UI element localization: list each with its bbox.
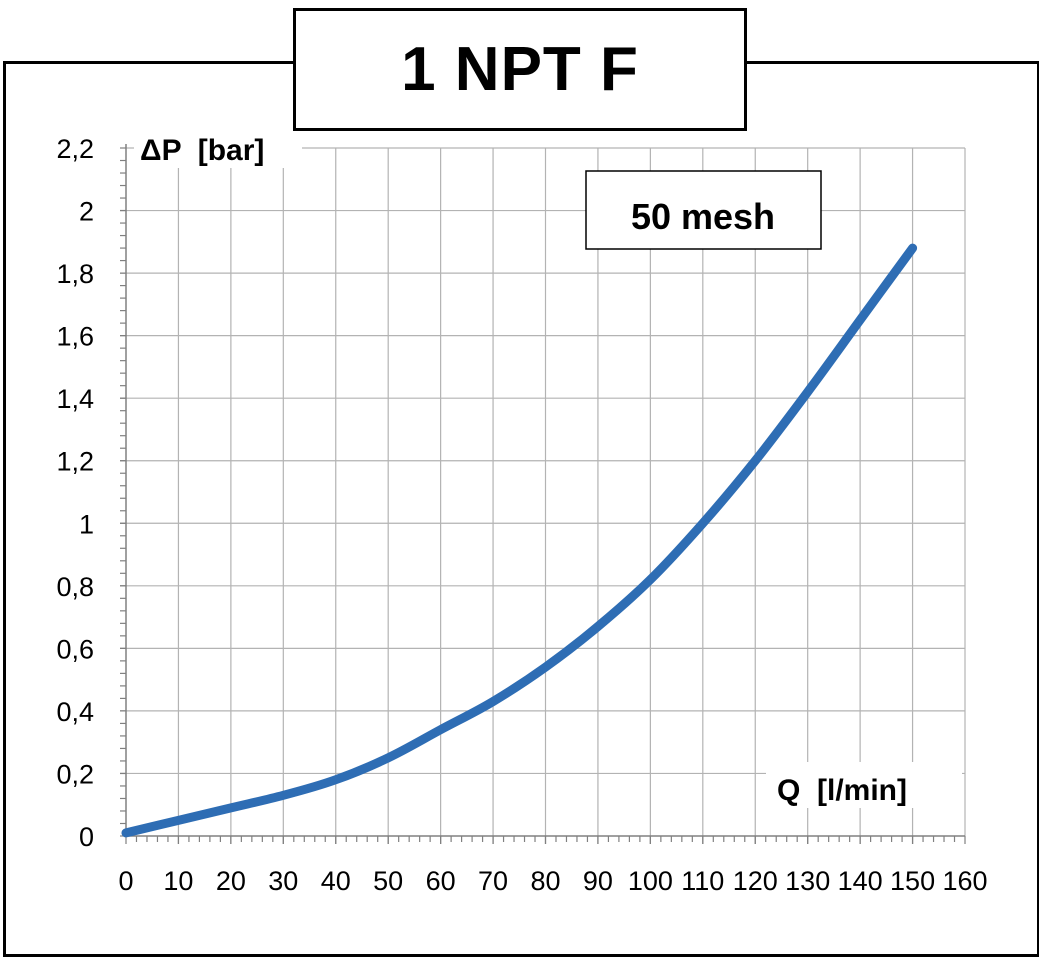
- x-tick-label: 100: [628, 866, 673, 896]
- y-tick-label: 1,6: [56, 322, 94, 352]
- y-tick-label: 1,8: [56, 259, 94, 289]
- mesh-annotation-text: 50 mesh: [631, 196, 775, 237]
- y-tick-label: 0: [79, 822, 94, 852]
- x-tick-label: 50: [373, 866, 403, 896]
- mesh-annotation-box: [585, 170, 822, 250]
- y-tick-label: 0,8: [56, 572, 94, 602]
- title-box: 1 NPT F: [293, 8, 747, 131]
- y-tick-labels: 0 0,2 0,4 0,6 0,8 1 1,2 1,4 1,6 1,8 2 2,2: [56, 134, 94, 852]
- x-tick-label: 80: [530, 866, 560, 896]
- x-tick-label: 140: [838, 866, 883, 896]
- x-tick-label: 110: [681, 866, 724, 896]
- y-axis-title-bg: [134, 128, 302, 168]
- x-tick-label: 40: [321, 866, 351, 896]
- series-line: [121, 243, 918, 838]
- y-tick-label: 1,2: [56, 447, 94, 477]
- y-tick-label: 1,4: [56, 384, 94, 414]
- y-tick-label: 2: [79, 197, 94, 227]
- mesh-annotation: 50 mesh: [585, 170, 822, 250]
- x-tick-label: 90: [583, 866, 613, 896]
- x-tick-label: 160: [942, 866, 987, 896]
- y-tick-label: 0,6: [56, 634, 94, 664]
- x-axis-title: Q [l/min]: [777, 774, 907, 807]
- y-axis-title-group: ΔP [bar]: [134, 128, 302, 168]
- x-tick-label: 30: [268, 866, 298, 896]
- y-axis-title: ΔP [bar]: [140, 134, 264, 167]
- x-tick-label: 0: [118, 866, 133, 896]
- axes: [120, 144, 966, 844]
- x-tick-label: 120: [733, 866, 778, 896]
- x-tick-label: 150: [890, 866, 935, 896]
- grid-lines: [126, 147, 966, 836]
- x-tick-label: 130: [785, 866, 830, 896]
- y-tick-label: 2,2: [56, 134, 94, 164]
- x-axis-title-bg: [766, 762, 962, 808]
- x-tick-label: 70: [478, 866, 508, 896]
- x-tick-label: 10: [163, 866, 193, 896]
- x-axis-title-group: Q [l/min]: [766, 762, 962, 808]
- x-tick-labels: 0 10 20 30 40 50 60 70 80 90 100 110 120 130 140 150 160: [118, 866, 987, 896]
- y-tick-label: 0,2: [56, 759, 94, 789]
- y-tick-label: 1: [79, 509, 94, 539]
- chart-title: 1 NPT F: [401, 35, 639, 104]
- x-tick-label: 20: [216, 866, 246, 896]
- x-tick-label: 60: [426, 866, 456, 896]
- series-layer: [121, 243, 918, 838]
- y-tick-label: 0,4: [56, 697, 94, 727]
